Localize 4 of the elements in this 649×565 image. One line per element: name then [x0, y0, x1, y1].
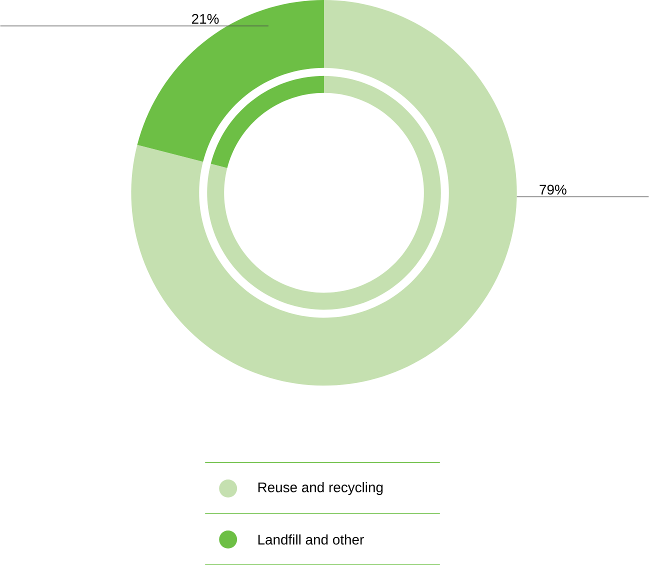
legend-label: Reuse and recycling: [258, 482, 383, 496]
legend-label: Landfill and other: [258, 534, 364, 545]
data-label: 21%: [192, 14, 219, 24]
data-label: 79%: [540, 184, 566, 195]
